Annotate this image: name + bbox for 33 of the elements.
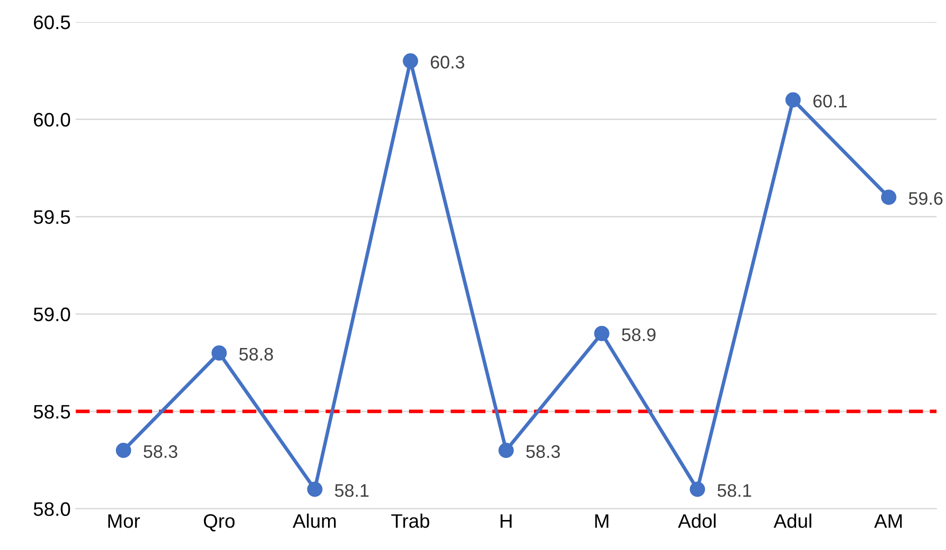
x-tick-label: AM bbox=[874, 514, 902, 528]
data-label: 60.1 bbox=[813, 94, 847, 108]
data-label: 58.9 bbox=[622, 328, 656, 342]
x-tick-label: Adol bbox=[678, 514, 716, 528]
x-tick-label: H bbox=[500, 514, 512, 528]
data-label: 58.3 bbox=[526, 445, 560, 458]
point bbox=[498, 442, 514, 458]
y-tick-label: 60.0 bbox=[34, 112, 70, 127]
data-label: 60.3 bbox=[430, 56, 464, 69]
x-tick-label: Alum bbox=[292, 514, 336, 528]
point bbox=[594, 326, 610, 342]
point bbox=[212, 345, 227, 361]
data-label: 58.8 bbox=[239, 348, 273, 361]
x-tick-label: Qro bbox=[204, 514, 235, 532]
y-tick-label: 58.5 bbox=[34, 404, 70, 419]
x-tick-label: Mor bbox=[108, 514, 140, 528]
y-tick-label: 59.5 bbox=[34, 210, 70, 224]
point bbox=[116, 442, 132, 458]
data-label: 58.1 bbox=[334, 484, 369, 497]
y-tick-label: 58.0 bbox=[34, 502, 70, 516]
point bbox=[881, 190, 896, 205]
point bbox=[785, 92, 801, 108]
point bbox=[307, 482, 322, 497]
point bbox=[690, 482, 706, 497]
data-label: 58.1 bbox=[718, 484, 752, 497]
y-tick-label: 59.0 bbox=[34, 308, 70, 322]
x-tick-label: Adul bbox=[774, 514, 812, 528]
y-tick-label: 60.5 bbox=[34, 15, 70, 30]
x-tick-label: Trab bbox=[391, 514, 430, 528]
data-label: 59.6 bbox=[908, 192, 943, 205]
point bbox=[402, 53, 418, 69]
x-tick-label: M bbox=[595, 514, 608, 528]
data-label: 58.3 bbox=[144, 445, 178, 458]
